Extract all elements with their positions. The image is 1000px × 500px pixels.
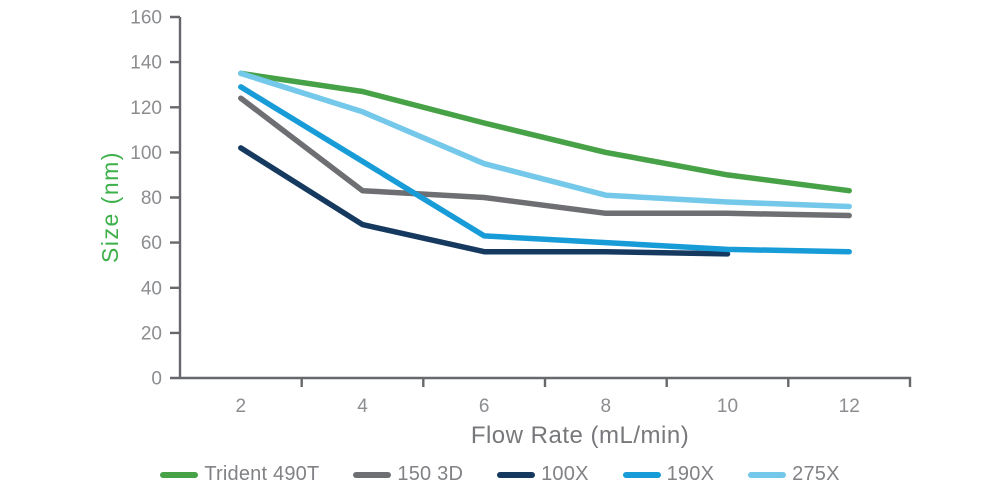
series-line-275x — [238, 70, 852, 210]
legend-swatch-190x — [622, 471, 661, 478]
series-lines — [238, 70, 852, 257]
legend-item-275x: 275X — [748, 463, 840, 486]
y-tick-label-20: 20 — [141, 323, 162, 344]
legend: Trident 490T 150 3D 100X 190X 275X — [0, 463, 1000, 486]
y-tick-label-80: 80 — [141, 188, 162, 209]
y-tick-label-140: 140 — [130, 53, 162, 74]
legend-label-100x: 100X — [541, 463, 589, 485]
legend-swatch-100x — [497, 471, 536, 478]
x-axis-tick-labels: 2 4 6 8 10 12 — [236, 396, 860, 417]
series-line-trident-490t — [238, 70, 852, 194]
legend-label-275x: 275X — [792, 463, 840, 485]
y-tick-label-40: 40 — [141, 278, 162, 299]
axes — [170, 15, 912, 387]
y-tick-label-120: 120 — [130, 98, 162, 119]
series-line-100x — [238, 145, 731, 257]
legend-label-trident-490t: Trident 490T — [204, 463, 320, 485]
legend-label-190x: 190X — [666, 463, 715, 485]
x-tick-label-6: 6 — [479, 396, 490, 417]
series-line-150-3d — [238, 95, 852, 219]
y-tick-label-0: 0 — [151, 369, 162, 390]
legend-item-190x: 190X — [622, 463, 715, 486]
x-tick-label-2: 2 — [236, 396, 247, 417]
legend-swatch-trident-490t — [160, 471, 199, 478]
x-tick-label-10: 10 — [717, 396, 738, 417]
legend-item-trident-490t: Trident 490T — [160, 463, 319, 486]
legend-item-100x: 100X — [497, 463, 589, 486]
y-axis-title: Size (nm) — [97, 151, 123, 263]
legend-label-150-3d: 150 3D — [397, 463, 464, 485]
x-tick-label-4: 4 — [357, 396, 368, 417]
y-axis-tick-labels: 0 20 40 60 80 100 120 140 160 — [130, 8, 162, 390]
series-line-190x — [238, 84, 852, 255]
axis-lines-and-ticks — [170, 15, 912, 387]
x-tick-label-12: 12 — [839, 396, 860, 417]
x-axis-title: Flow Rate (mL/min) — [471, 422, 689, 449]
y-tick-label-60: 60 — [141, 233, 162, 254]
x-tick-label-8: 8 — [601, 396, 612, 417]
chart-plot: 0 20 40 60 80 100 120 140 160 2 4 6 8 10 12 Size (nm)… — [97, 8, 912, 449]
legend-swatch-150-3d — [353, 471, 392, 478]
legend-item-150-3d: 150 3D — [353, 463, 463, 486]
legend-swatch-275x — [748, 471, 787, 478]
y-tick-label-160: 160 — [130, 8, 162, 29]
y-tick-label-100: 100 — [130, 143, 162, 164]
